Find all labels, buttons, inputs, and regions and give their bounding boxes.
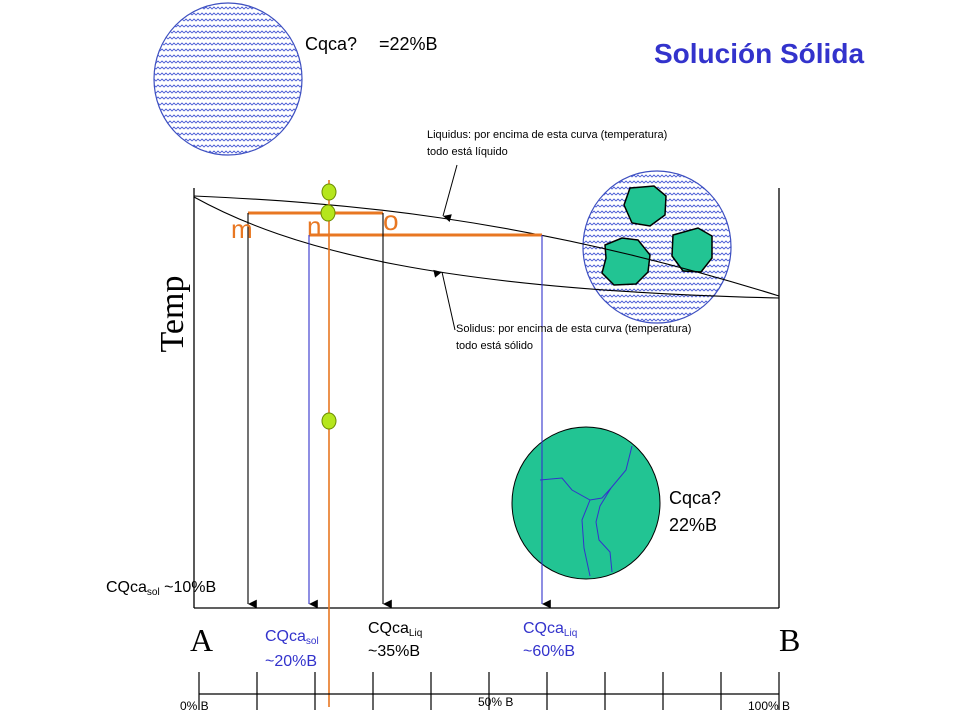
scale-label-100: 100% B bbox=[748, 699, 791, 713]
readout-liq-35-sub: Liq bbox=[408, 628, 423, 639]
mixed-phase-circle bbox=[582, 170, 732, 324]
readout-sol-20-main: CQca bbox=[265, 628, 306, 645]
marker-middle bbox=[320, 204, 336, 222]
solidus-note-line2: todo está sólido bbox=[456, 340, 534, 352]
marker-bottom bbox=[321, 412, 337, 430]
readout-sol-10-main: CQca bbox=[106, 579, 147, 596]
solid-grain-2 bbox=[601, 237, 651, 286]
readout-liq-35-main: CQca bbox=[368, 620, 409, 637]
readout-sol-20-sub: sol bbox=[305, 636, 319, 647]
bottom-circle-value: 22%B bbox=[669, 515, 718, 535]
bottom-circle-question: Cqca? bbox=[669, 488, 722, 508]
readout-liq-60: CQcaLiq bbox=[523, 620, 577, 639]
solid-circle-bottom bbox=[511, 426, 661, 580]
solidus-note-line1: Solidus: por encima de esta curva (tempe… bbox=[456, 323, 692, 335]
scale-label-50: 50% B bbox=[478, 695, 514, 709]
scale-label-0: 0% B bbox=[180, 699, 209, 713]
composition-scale bbox=[198, 672, 780, 710]
readout-liq-35: CQcaLiq bbox=[368, 620, 422, 639]
readout-sol-10: CQcasol ~10%B bbox=[106, 579, 216, 598]
top-circle-question: Cqca? bbox=[305, 34, 358, 54]
point-n-label: n bbox=[307, 211, 322, 241]
liquid-circle-top bbox=[153, 2, 303, 156]
readout-liq-35-value: ~35%B bbox=[368, 643, 421, 660]
readout-sol-10-value: ~10%B bbox=[164, 579, 217, 596]
component-a-label: A bbox=[190, 622, 214, 658]
point-o-label: o bbox=[383, 205, 399, 236]
liquidus-note-line2: todo está líquido bbox=[427, 146, 508, 158]
liquidus-note-line1: Liquidus: por encima de esta curva (temp… bbox=[427, 129, 668, 141]
readout-sol-10-sub: sol bbox=[146, 587, 160, 598]
readout-sol-20-value: ~20%B bbox=[265, 653, 318, 670]
solid-grain-1 bbox=[623, 185, 667, 227]
slide-title: Solución Sólida bbox=[654, 38, 865, 69]
readout-liq-60-value: ~60%B bbox=[523, 643, 576, 660]
component-b-label: B bbox=[779, 622, 801, 658]
solid-grain-3 bbox=[671, 227, 713, 273]
solidus-curve bbox=[193, 196, 780, 299]
marker-top bbox=[321, 183, 337, 201]
temp-axis-label: Temp bbox=[154, 275, 191, 353]
readout-sol-20: CQcasol bbox=[265, 628, 319, 647]
liquidus-curve bbox=[193, 195, 780, 297]
top-circle-value: =22%B bbox=[379, 34, 438, 54]
point-m-label: m bbox=[231, 214, 253, 244]
readout-liq-60-main: CQca bbox=[523, 620, 564, 637]
readout-liq-60-sub: Liq bbox=[563, 628, 578, 639]
